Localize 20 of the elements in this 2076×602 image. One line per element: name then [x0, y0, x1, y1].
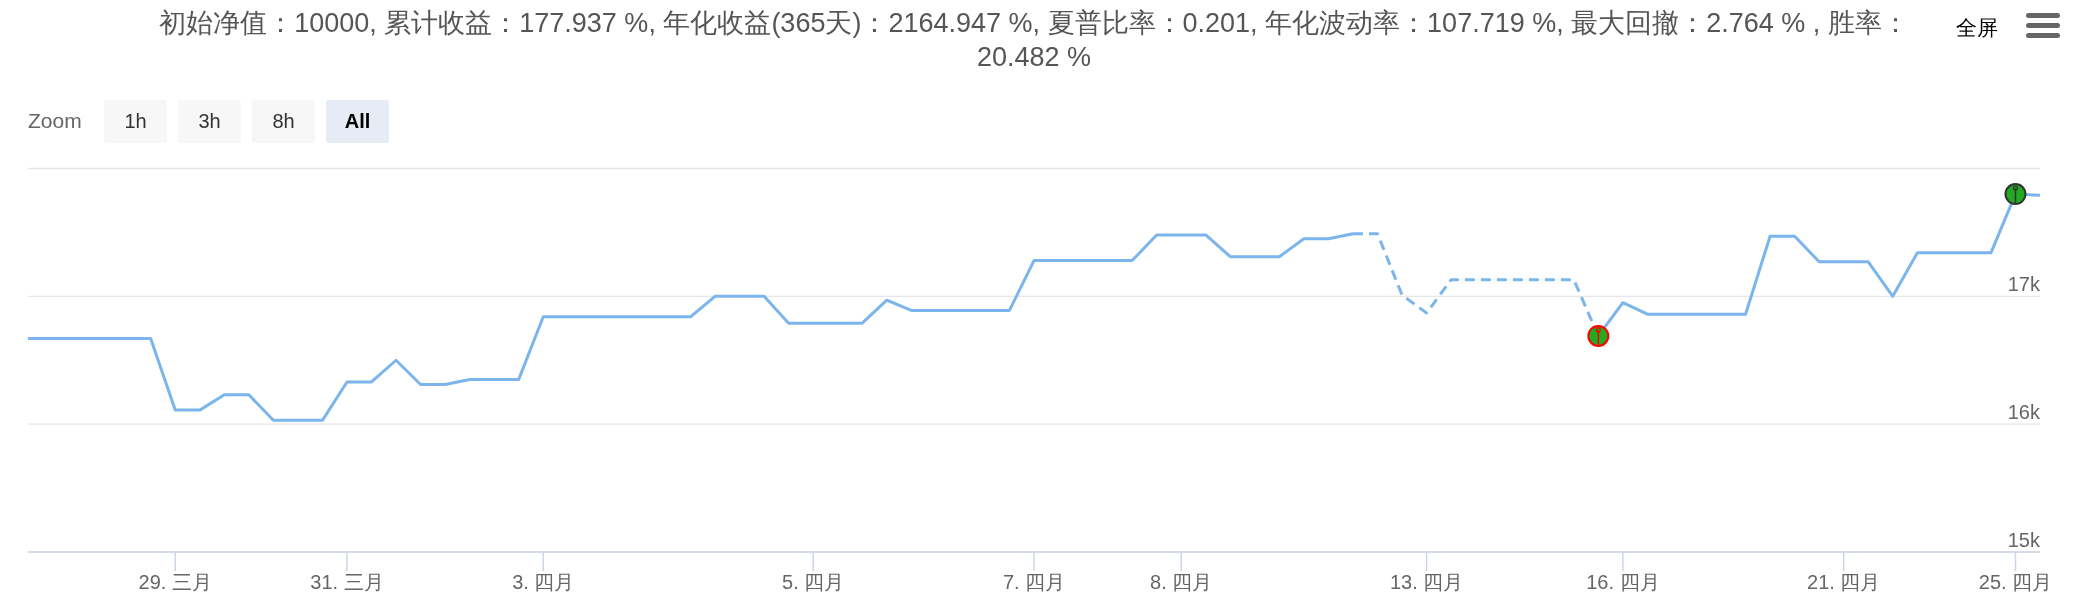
- x-tick-label: 25. 四月: [1978, 571, 2053, 593]
- text: 全屏: [1956, 16, 1998, 39]
- button: All: [326, 100, 389, 143]
- x-tick-label: 3. 四月: [512, 571, 575, 593]
- x-tick-label: 16. 四月: [1586, 571, 1660, 593]
- x-tick-label: 31. 三月: [310, 571, 384, 593]
- x-tick-label: 21. 四月: [1807, 571, 1881, 593]
- y-tick-label: 17k: [2007, 273, 2041, 296]
- button: 3h: [178, 100, 241, 143]
- button: 8h: [252, 100, 315, 143]
- x-tick-label: 8. 四月: [1150, 571, 1213, 593]
- x-tick-label: 29. 三月: [138, 571, 212, 593]
- x-tick-label: 13. 四月: [1389, 571, 1464, 593]
- x-tick-label: 5. 四月: [782, 571, 845, 593]
- y-tick-label: 16k: [2007, 401, 2041, 424]
- chart-title: 初始净值：10000, 累计收益：177.937 %, 年化收益(365天)：2164.947 %, 夏普比率：0.201, 年化波动率：107.719 %, 最大回撤：2.764 % , 胜率：20.482 %: [158, 7, 1910, 74]
- text: Zoom: [28, 109, 82, 132]
- y-tick-label: 15k: [2007, 529, 2041, 551]
- button: 1h: [104, 100, 167, 143]
- x-tick-label: 7. 四月: [1002, 571, 1066, 593]
